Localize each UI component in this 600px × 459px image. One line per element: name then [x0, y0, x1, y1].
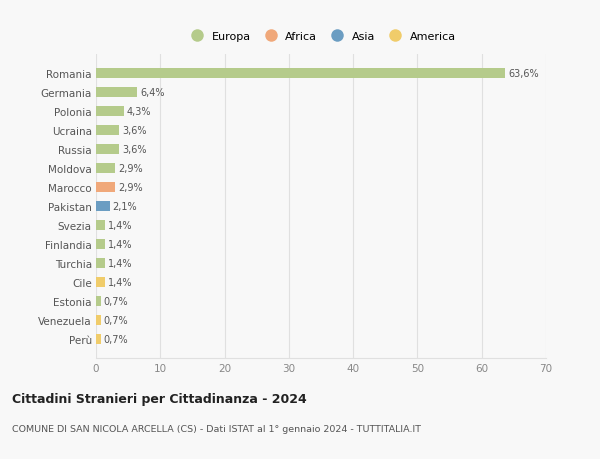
Text: 3,6%: 3,6% — [122, 145, 147, 155]
Bar — [96, 182, 115, 193]
Text: 2,1%: 2,1% — [113, 202, 137, 212]
Legend: Europa, Africa, Asia, America: Europa, Africa, Asia, America — [182, 27, 460, 46]
Text: 3,6%: 3,6% — [122, 126, 147, 136]
Bar — [96, 258, 105, 269]
Text: 0,7%: 0,7% — [104, 315, 128, 325]
Text: 2,9%: 2,9% — [118, 183, 142, 193]
Bar — [96, 220, 105, 231]
Bar — [96, 126, 119, 136]
Bar — [96, 106, 124, 117]
Text: Cittadini Stranieri per Cittadinanza - 2024: Cittadini Stranieri per Cittadinanza - 2… — [12, 392, 307, 405]
Text: 1,4%: 1,4% — [108, 240, 133, 249]
Bar — [96, 88, 137, 98]
Text: 6,4%: 6,4% — [140, 88, 165, 98]
Bar — [96, 315, 101, 325]
Text: 2,9%: 2,9% — [118, 164, 142, 174]
Bar — [96, 239, 105, 250]
Bar — [96, 296, 101, 307]
Text: 0,7%: 0,7% — [104, 334, 128, 344]
Text: 1,4%: 1,4% — [108, 277, 133, 287]
Text: COMUNE DI SAN NICOLA ARCELLA (CS) - Dati ISTAT al 1° gennaio 2024 - TUTTITALIA.I: COMUNE DI SAN NICOLA ARCELLA (CS) - Dati… — [12, 425, 421, 434]
Bar — [96, 202, 110, 212]
Text: 0,7%: 0,7% — [104, 296, 128, 306]
Bar — [96, 145, 119, 155]
Text: 4,3%: 4,3% — [127, 107, 151, 117]
Bar — [96, 69, 505, 79]
Text: 63,6%: 63,6% — [508, 69, 539, 79]
Text: 1,4%: 1,4% — [108, 258, 133, 269]
Bar — [96, 334, 101, 344]
Bar — [96, 163, 115, 174]
Bar — [96, 277, 105, 287]
Text: 1,4%: 1,4% — [108, 220, 133, 230]
